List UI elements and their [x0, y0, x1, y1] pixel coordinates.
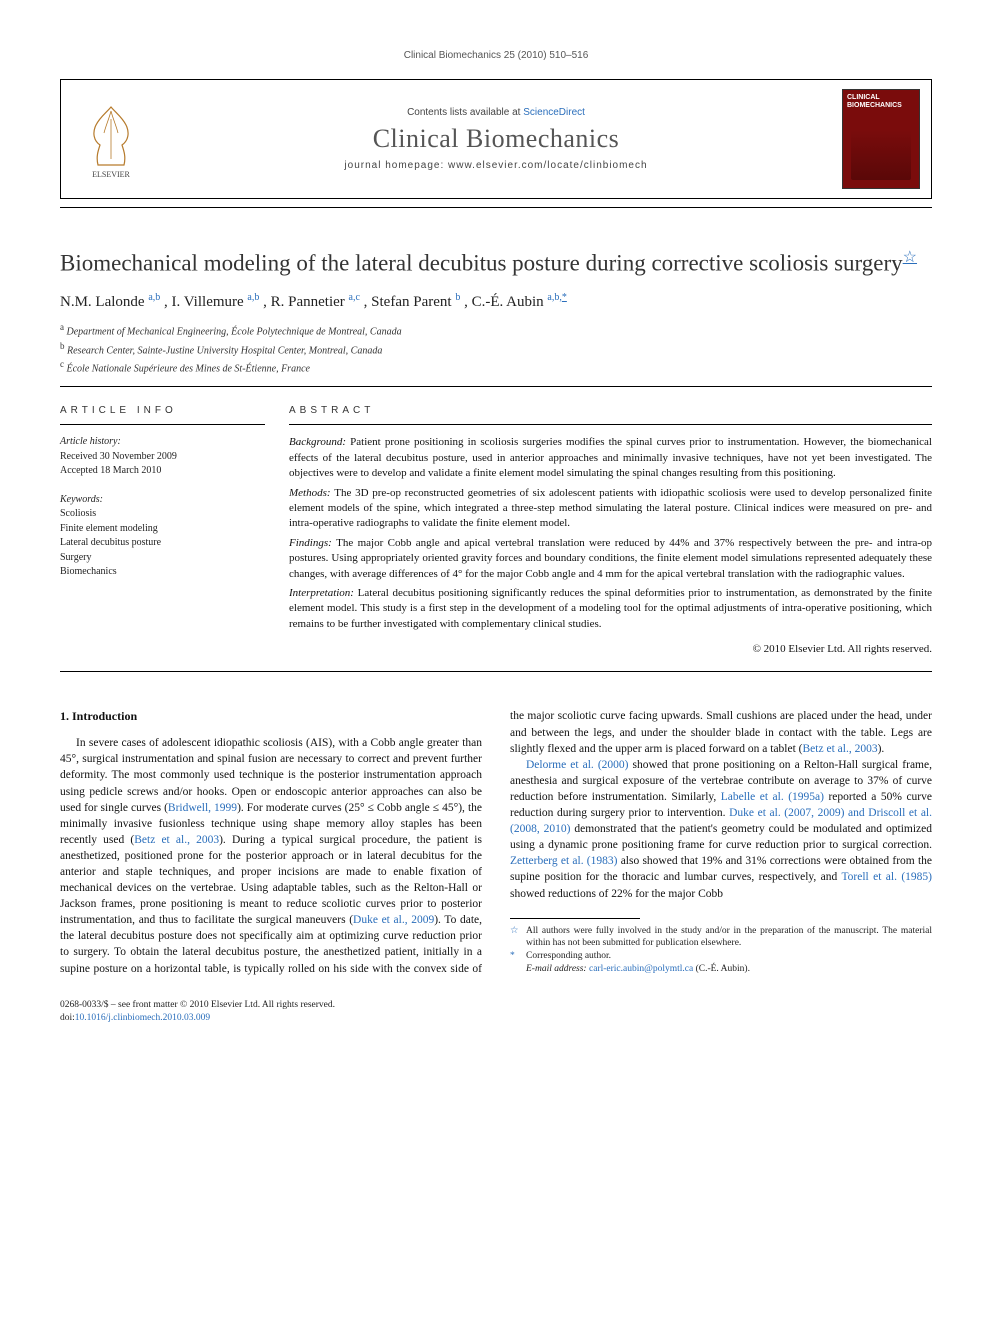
body-two-column: 1. Introduction In severe cases of adole… [60, 708, 932, 976]
author-affil-sup: b [455, 292, 460, 303]
affiliation-line: b Research Center, Sainte-Justine Univer… [60, 340, 932, 358]
email-label: E-mail address: [526, 964, 589, 974]
keywords-block: Keywords: Scoliosis Finite element model… [60, 493, 265, 580]
abstract-rule [289, 424, 932, 425]
keywords-header: Keywords: [60, 493, 265, 508]
rule-above-abstract [60, 386, 932, 387]
footnote-email: E-mail address: carl-eric.aubin@polymtl.… [510, 963, 932, 976]
footnote-authors-note: ☆ All authors were fully involved in the… [510, 925, 932, 951]
footnote-text: Corresponding author. [526, 950, 611, 963]
publisher-logo-cell: ELSEVIER [61, 80, 161, 198]
abstract-lead: Methods: [289, 487, 334, 499]
citation-link[interactable]: Bridwell, 1999 [168, 802, 237, 814]
page-footer: 0268-0033/$ – see front matter © 2010 El… [60, 999, 932, 1026]
abstract-methods: The 3D pre-op reconstructed geometries o… [289, 487, 932, 530]
author: , R. Pannetier [263, 294, 348, 310]
abstract-label: ABSTRACT [289, 405, 932, 416]
journal-masthead: ELSEVIER Contents lists available at Sci… [60, 79, 932, 199]
masthead-center: Contents lists available at ScienceDirec… [161, 80, 831, 198]
author: , Stefan Parent [364, 294, 456, 310]
keyword: Finite element modeling [60, 522, 265, 537]
contents-list-line: Contents lists available at ScienceDirec… [161, 107, 831, 118]
author-affil-sup: a,b,* [547, 292, 566, 303]
journal-name: Clinical Biomechanics [161, 124, 831, 154]
citation-link[interactable]: Torell et al. (1985) [841, 871, 932, 883]
footnote-text: All authors were fully involved in the s… [526, 925, 932, 951]
history-header: Article history: [60, 435, 265, 450]
abstract-findings: The major Cobb angle and apical vertebra… [289, 537, 932, 580]
citation-link[interactable]: Betz et al., 2003 [803, 743, 878, 755]
doi-line: doi:10.1016/j.clinbiomech.2010.03.009 [60, 1012, 932, 1025]
keyword: Surgery [60, 551, 265, 566]
article-info-column: ARTICLE INFO Article history: Received 3… [60, 405, 265, 657]
elsevier-tree-logo-icon: ELSEVIER [76, 99, 146, 179]
abstract-background: Patient prone positioning in scoliosis s… [289, 436, 932, 479]
svg-text:ELSEVIER: ELSEVIER [92, 170, 130, 179]
citation-link[interactable]: Zetterberg et al. (1983) [510, 855, 617, 867]
footnote-marker-star-icon: ☆ [510, 925, 522, 951]
abstract-interpretation: Lateral decubitus positioning significan… [289, 587, 932, 630]
homepage-prefix: journal homepage: [344, 160, 448, 171]
rule-below-abstract [60, 671, 932, 672]
authors-line: N.M. Lalonde a,b , I. Villemure a,b , R.… [60, 292, 932, 311]
footnotes-rule [510, 918, 640, 919]
abstract-text: Background: Patient prone positioning in… [289, 435, 932, 657]
citation-link[interactable]: Delorme et al. (2000) [526, 759, 629, 771]
abstract-lead: Interpretation: [289, 587, 358, 599]
citation-link[interactable]: Duke et al., 2009 [353, 914, 434, 926]
contents-prefix: Contents lists available at [407, 107, 523, 118]
article-title: Biomechanical modeling of the lateral de… [60, 248, 932, 278]
article-history: Article history: Received 30 November 20… [60, 435, 265, 479]
journal-cover-thumbnail: CLINICAL BIOMECHANICS [842, 89, 920, 189]
author-affil-sup: a,c [349, 292, 360, 303]
article-title-text: Biomechanical modeling of the lateral de… [60, 251, 903, 276]
doi-label: doi: [60, 1013, 75, 1023]
masthead-bottom-rule [60, 207, 932, 208]
journal-cover-art [851, 130, 911, 180]
article-info-label: ARTICLE INFO [60, 405, 265, 416]
abstract-lead: Background: [289, 436, 350, 448]
author: , I. Villemure [164, 294, 247, 310]
affiliation-line: a Department of Mechanical Engineering, … [60, 321, 932, 339]
journal-cover-label: CLINICAL BIOMECHANICS [847, 94, 915, 109]
footnotes-block: ☆ All authors were fully involved in the… [510, 918, 932, 976]
intro-paragraph: Delorme et al. (2000) showed that prone … [510, 757, 932, 902]
abstract-column: ABSTRACT Background: Patient prone posit… [289, 405, 932, 657]
journal-homepage-line: journal homepage: www.elsevier.com/locat… [161, 160, 831, 171]
running-header: Clinical Biomechanics 25 (2010) 510–516 [60, 50, 932, 61]
author-affil-sup: a,b [247, 292, 259, 303]
doi-link[interactable]: 10.1016/j.clinbiomech.2010.03.009 [75, 1013, 210, 1023]
section-heading-introduction: 1. Introduction [60, 708, 482, 725]
author: N.M. Lalonde [60, 294, 148, 310]
journal-cover-cell: CLINICAL BIOMECHANICS [831, 80, 931, 198]
article-info-rule [60, 424, 265, 425]
author-affil-sup: a,b [148, 292, 160, 303]
sciencedirect-link[interactable]: ScienceDirect [523, 107, 585, 118]
accepted-date: Accepted 18 March 2010 [60, 464, 265, 479]
title-footnote-marker[interactable]: ☆ [903, 249, 917, 266]
email-attribution: (C.-É. Aubin). [693, 964, 750, 974]
received-date: Received 30 November 2009 [60, 450, 265, 465]
citation-link[interactable]: Labelle et al. (1995a) [721, 791, 824, 803]
corresponding-author-marker[interactable]: * [562, 292, 567, 303]
footnote-corresponding: * Corresponding author. [510, 950, 932, 963]
affiliation-line: c École Nationale Supérieure des Mines d… [60, 358, 932, 376]
abstract-copyright: © 2010 Elsevier Ltd. All rights reserved… [289, 642, 932, 657]
footnote-marker-asterisk-icon: * [510, 950, 522, 963]
keyword: Biomechanics [60, 565, 265, 580]
homepage-url: www.elsevier.com/locate/clinbiomech [448, 160, 648, 171]
keyword: Lateral decubitus posture [60, 536, 265, 551]
author: , C.-É. Aubin [464, 294, 547, 310]
citation-link[interactable]: Betz et al., 2003 [134, 834, 219, 846]
footnote-marker-blank [510, 963, 522, 976]
corresponding-email-link[interactable]: carl-eric.aubin@polymtl.ca [589, 964, 693, 974]
affiliations: a Department of Mechanical Engineering, … [60, 321, 932, 376]
keyword: Scoliosis [60, 507, 265, 522]
abstract-lead: Findings: [289, 537, 336, 549]
front-matter-line: 0268-0033/$ – see front matter © 2010 El… [60, 999, 932, 1012]
